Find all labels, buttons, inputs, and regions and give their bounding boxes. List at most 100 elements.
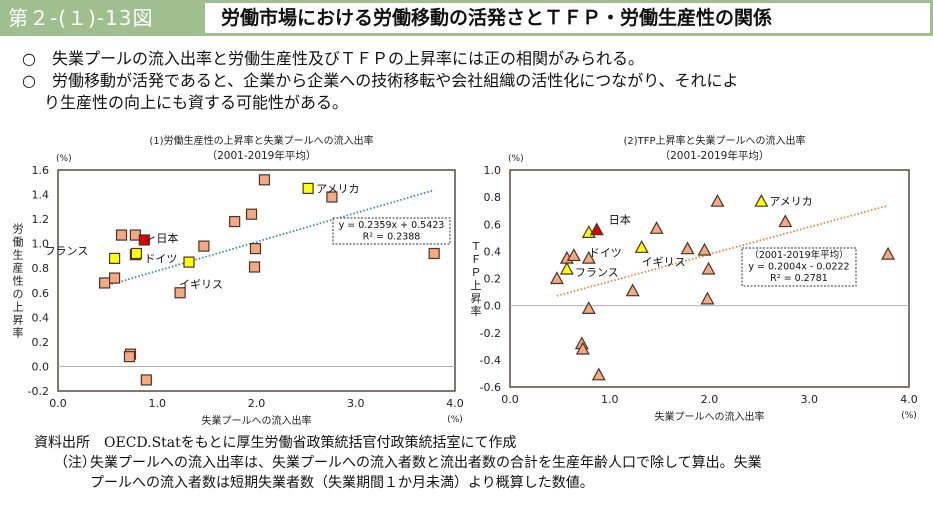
y-tick-label: 0.0 [484, 300, 502, 313]
data-point [701, 261, 716, 275]
figure-title: 労働市場における労働移動の活発さとＴＦＰ・労働生産性の関係 [221, 7, 773, 29]
data-point-highlight [559, 261, 574, 275]
chart-subtitle: （2001-2019年平均） [207, 149, 317, 162]
bullet-icon: ○ [22, 49, 36, 68]
y-axis-label-char: 昇 [471, 292, 482, 305]
y-axis-label-char: Ｆ [471, 253, 482, 266]
equation-text: y = 0.2004x - 0.0222 [748, 262, 849, 273]
data-point [625, 283, 640, 297]
x-tick-label: 0.0 [501, 393, 519, 406]
y-tick-label: 0.8 [32, 262, 50, 275]
y-tick-label: 0.6 [484, 218, 502, 231]
point-label: イギリス [179, 278, 223, 291]
equation-text: （2001-2019年平均） [749, 249, 848, 261]
equation-box [332, 217, 451, 245]
data-point [710, 193, 725, 207]
x-tick-label: 1.0 [601, 393, 619, 406]
trend-line [104, 189, 435, 288]
data-point-highlight [183, 256, 195, 268]
point-label: アメリカ [769, 195, 812, 208]
point-label: アメリカ [316, 182, 359, 195]
data-point [581, 250, 596, 264]
y-tick-label: 1.0 [484, 164, 502, 177]
y-tick-label: 1.4 [32, 189, 50, 202]
title-box: 労働市場における労働移動の活発さとＴＦＰ・労働生産性の関係 [205, 3, 930, 33]
note-row-continued: プールへの流入者数は短期失業者数（失業期間１か月未満）より概算した数値。 [90, 475, 594, 491]
note-text-1: 失業プールへの流入出率は、失業プールへの流入者数と流出者数の合計を生産年齢人口で… [90, 455, 762, 471]
point-label: ドイツ [589, 246, 622, 259]
x-tick-label: 1.0 [149, 397, 167, 410]
x-axis-label: 失業プールへの流入出率 [202, 414, 312, 427]
figure-number: 第２-(１)-13図 [8, 6, 154, 30]
data-point [697, 242, 712, 256]
data-point [115, 229, 128, 241]
equation-text: y = 0.2359x + 0.5423 [339, 220, 445, 231]
data-point-japan [589, 222, 604, 236]
equation-box [741, 247, 857, 287]
y-tick-label: -0.4 [480, 354, 501, 367]
plot-area [509, 169, 910, 388]
summary-point-1: ○ 失業プールの流入出率と労働生産性及びＴＦＰの上昇率には正の相関がみられる。 [22, 48, 922, 70]
x-tick-label: 3.0 [801, 393, 819, 406]
y-tick-label: 1.0 [32, 238, 50, 251]
note-label: （注） [54, 455, 96, 471]
data-point [249, 242, 262, 255]
chart-tfp: (2)TFP上昇率と失業プールへの流入出率 （2001-2019年平均） (%) -0… [471, 134, 918, 423]
data-point [649, 221, 664, 234]
data-point [680, 241, 695, 255]
y-tick-label: 1.6 [32, 164, 50, 177]
y-tick-label: 1.2 [32, 213, 50, 226]
x-tick-label: 2.0 [701, 393, 719, 406]
chart-subtitle: （2001-2019年平均） [660, 149, 770, 162]
trend-line [556, 204, 889, 297]
data-point [229, 215, 241, 228]
footer: 資料出所 OECD.Statをもとに厚生労働省政策統括官付政策統括室にて作成 （注… [34, 433, 762, 493]
x-tick-label: 4.0 [446, 397, 464, 410]
y-tick-label: 0.0 [32, 360, 50, 373]
summary-text: 労働移動が活発であると、企業から企業への技術移転や会社組織の活性化につながり、そ… [52, 71, 739, 90]
y-tick-label: 0.2 [484, 273, 502, 286]
y-axis-label-char: 性 [13, 274, 24, 288]
source-label: 資料出所 [34, 435, 90, 451]
point-label: イギリス [642, 255, 686, 268]
y-tick-label: 0.4 [484, 245, 502, 258]
data-point-highlight [754, 193, 769, 207]
data-point [566, 248, 581, 262]
point-label: ドイツ [144, 252, 177, 265]
plot-area [57, 169, 456, 392]
note-row: （注）失業プールへの流入出率は、失業プールへの流入者数と流出者数の合計を生産年齢… [34, 453, 762, 473]
data-point [174, 287, 186, 299]
data-point [198, 240, 210, 252]
data-point [591, 367, 606, 381]
y-axis-label-char: 生 [13, 248, 24, 262]
equation-text: R² = 0.2388 [363, 232, 421, 243]
data-point [99, 277, 111, 289]
label-leader-line [146, 236, 155, 242]
data-point [428, 247, 440, 260]
y-axis-label-char: 率 [13, 326, 24, 340]
y-axis-label-char: 上 [13, 301, 24, 314]
figure-header: 第２-(１)-13図 労働市場における労働移動の活発さとＴＦＰ・労働生産性の関係 [0, 0, 933, 36]
y-tick-label: -0.2 [28, 385, 49, 398]
data-point [248, 261, 261, 273]
point-label: フランス [45, 244, 89, 257]
summary-text: 失業プールの流入出率と労働生産性及びＴＦＰの上昇率には正の相関がみられる。 [52, 49, 645, 68]
y-tick-label: -0.2 [480, 327, 501, 340]
source-text: OECD.Statをもとに厚生労働省政策統括官付政策統括室にて作成 [104, 435, 517, 451]
x-axis-label: 失業プールへの流入出率 [655, 410, 765, 423]
source-row: 資料出所 OECD.Statをもとに厚生労働省政策統括官付政策統括室にて作成 [34, 433, 762, 453]
y-unit-label: (%) [56, 154, 72, 164]
chart-title: (2)TFP上昇率と失業プールへの流入出率 [623, 134, 805, 147]
data-point [123, 351, 136, 363]
summary-point-2: ○ 労働移動が活発であると、企業から企業への技術移転や会社組織の活性化につながり、… [22, 70, 922, 92]
chart-title: (1)労働生産性の上昇率と失業プールへの流入出率 [149, 134, 373, 147]
x-unit-label: (%) [901, 411, 917, 421]
y-axis-label-char: の [13, 288, 24, 301]
x-tick-label: 3.0 [347, 397, 365, 410]
y-tick-label: 0.4 [32, 311, 50, 324]
data-point [778, 214, 793, 228]
data-point-highlight [130, 247, 143, 260]
y-tick-label: -0.6 [480, 381, 501, 394]
data-point [581, 301, 596, 314]
data-point [549, 271, 564, 285]
